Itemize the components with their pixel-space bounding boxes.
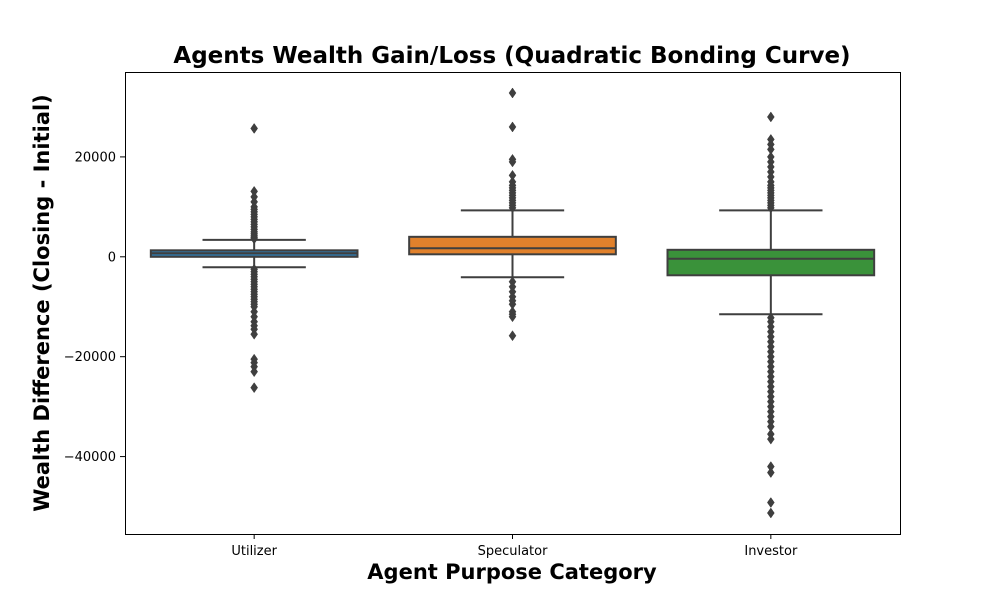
outlier-point-investor (767, 507, 775, 519)
outlier-point-speculator (508, 121, 517, 133)
y-tick-label: 20000 (75, 150, 116, 165)
outlier-point-investor (767, 202, 775, 214)
y-tick-label: 0 (108, 250, 116, 265)
outlier-point-investor (767, 433, 775, 445)
chart-title: Agents Wealth Gain/Loss (Quadratic Bondi… (173, 43, 850, 69)
outlier-point-speculator (508, 156, 517, 168)
outlier-point-investor (767, 467, 775, 479)
outlier-point-utilizer (250, 233, 258, 245)
outlier-point-utilizer (250, 366, 258, 378)
outlier-point-investor (767, 111, 775, 123)
outlier-point-utilizer (250, 328, 258, 340)
outlier-point-speculator (508, 330, 517, 342)
box-investor (666, 248, 876, 277)
x-tick-label-speculator: Speculator (478, 544, 549, 559)
outlier-point-speculator (508, 87, 517, 99)
plot-area (149, 87, 876, 519)
box-speculator (408, 235, 617, 256)
x-axis-label: Agent Purpose Category (367, 560, 657, 584)
y-tick-label: −20000 (64, 350, 116, 365)
x-tick-label-investor: Investor (744, 544, 798, 559)
outlier-point-utilizer (250, 382, 258, 394)
outlier-point-speculator (508, 202, 517, 214)
outlier-point-utilizer (250, 123, 258, 134)
y-tick-label: −40000 (64, 450, 116, 465)
y-axis-label: Wealth Difference (Closing - Initial) (30, 94, 54, 512)
outlier-point-investor (767, 497, 775, 508)
outlier-point-speculator (508, 311, 517, 323)
x-tick-label-utilizer: Utilizer (231, 544, 277, 559)
